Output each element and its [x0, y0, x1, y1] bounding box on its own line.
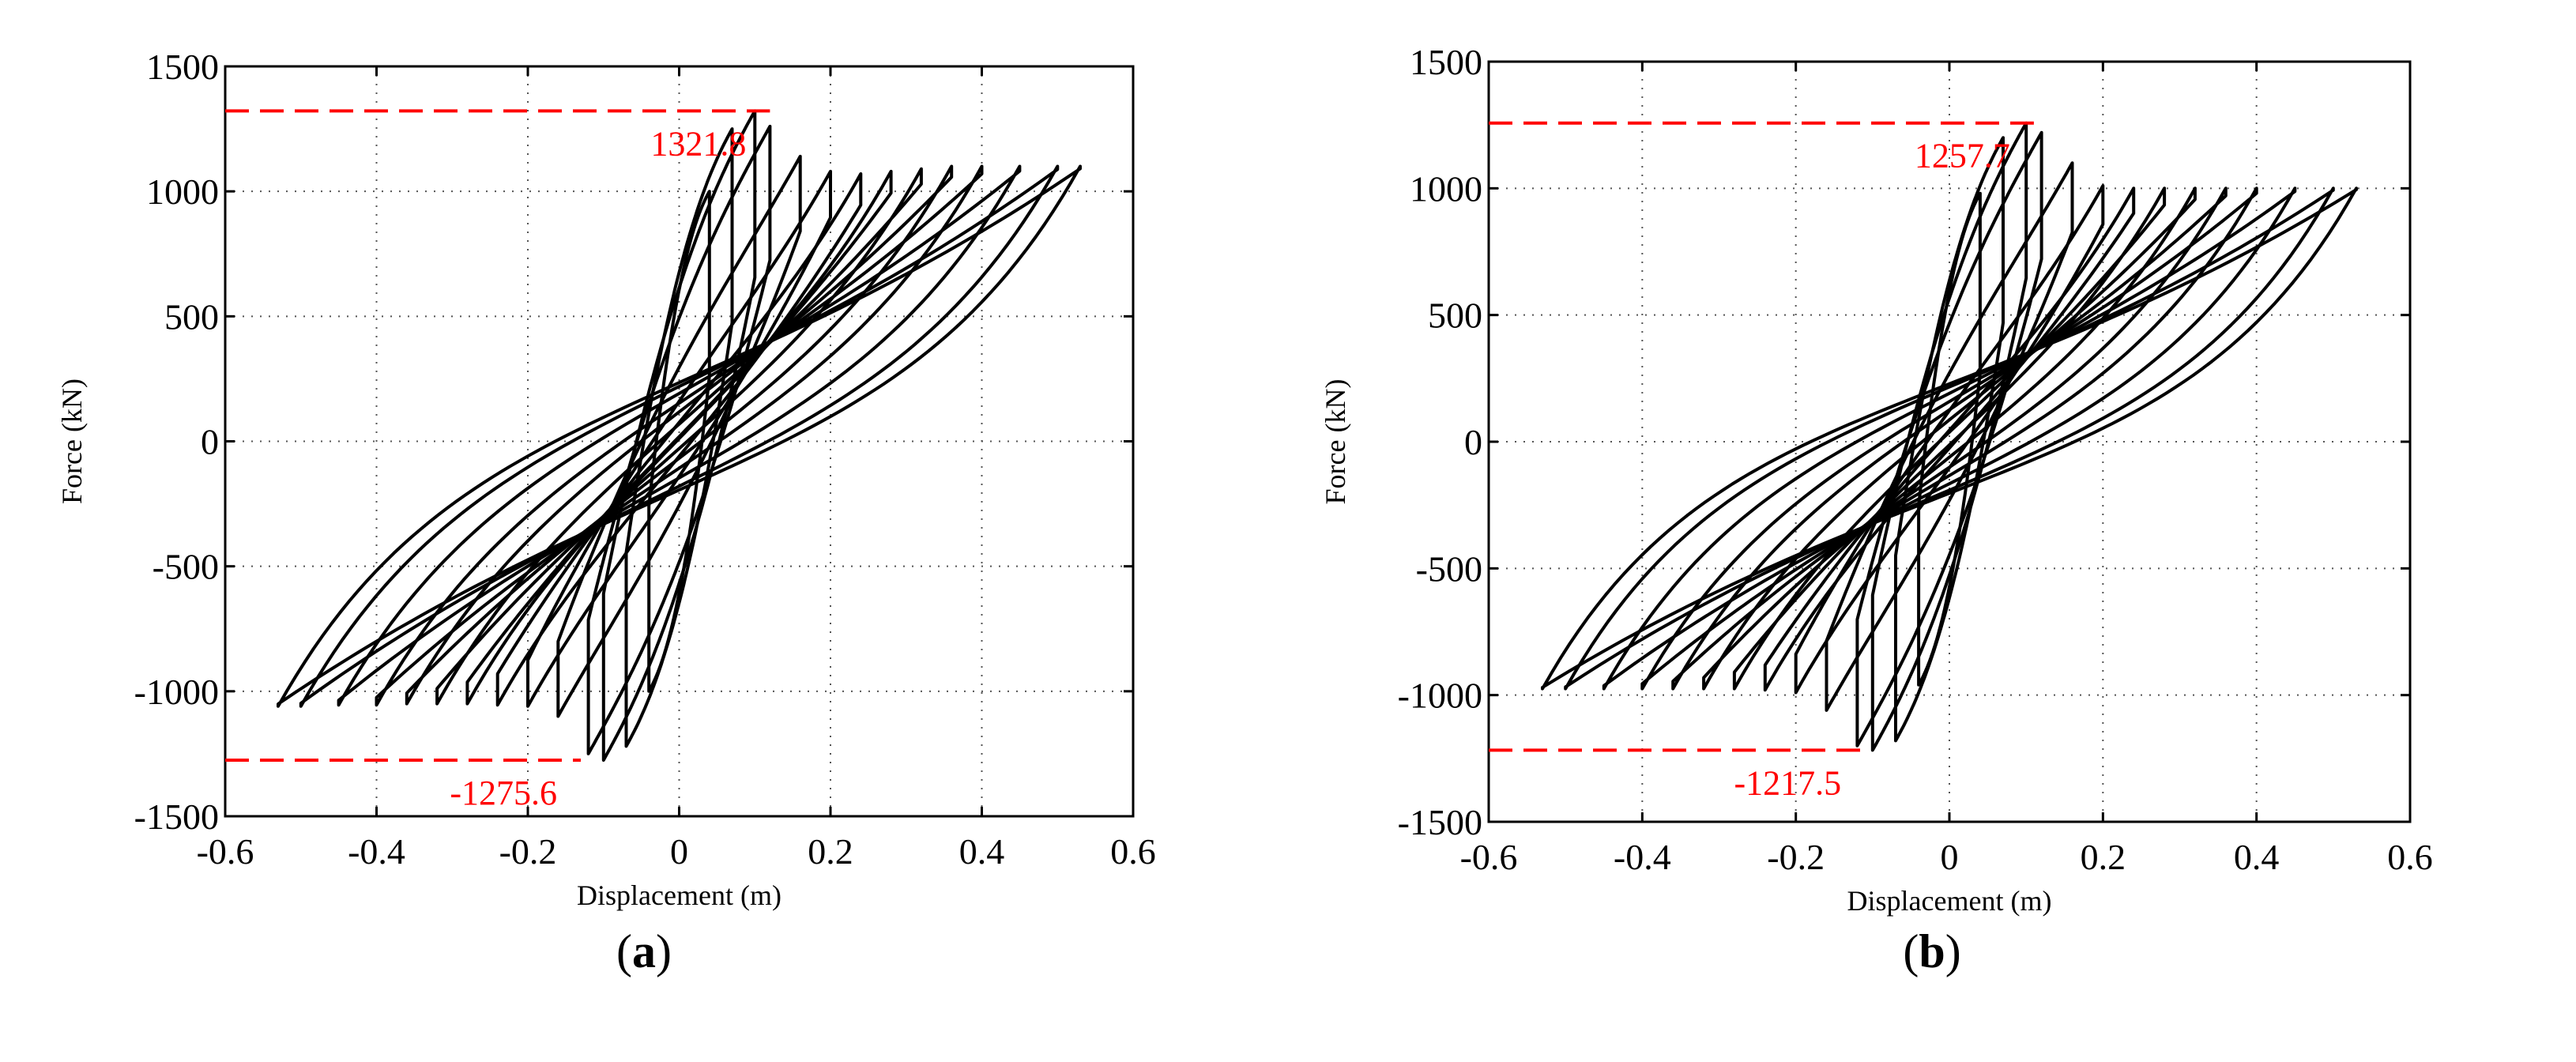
- hysteresis-loop: [277, 164, 1082, 708]
- x-tick-label: 0.2: [808, 831, 853, 872]
- hysteresis-loop: [526, 169, 832, 708]
- y-tick-label: 500: [1428, 296, 1482, 336]
- x-tick-label: 0.4: [959, 831, 1005, 872]
- y-tick-label: -1000: [1398, 676, 1482, 716]
- hysteresis-loop: [1702, 186, 2197, 691]
- max-force-label: 1257.7: [1915, 137, 2010, 175]
- panel-label-b: b: [1919, 925, 1945, 977]
- y-tick-label: 1500: [146, 47, 219, 87]
- hysteresis-loop: [1794, 184, 2105, 695]
- chart-panel-a: -0.6 -0.4 -0.2 0 0.2 0.4 0.6 1500 1000 500 0 -500 -1…: [56, 47, 1156, 977]
- hysteresis-loop: [1855, 130, 2043, 748]
- x-tick-label: 0.6: [1110, 831, 1156, 872]
- x-tick-label: -0.2: [1767, 837, 1825, 877]
- hysteresis-loop: [1602, 186, 2297, 691]
- panel-label-a: a: [632, 925, 656, 977]
- chart-panel-b: -0.6 -0.4 -0.2 0 0.2 0.4 0.6 1500 1000 500 0 -500 -1…: [1288, 0, 2576, 1062]
- x-tick-label: -0.2: [499, 831, 557, 872]
- hysteresis-loop: [556, 154, 802, 718]
- min-force-label: -1275.6: [450, 774, 557, 812]
- y-tick-label: 500: [164, 296, 219, 337]
- max-force-label: 1321.8: [650, 124, 746, 163]
- hysteresis-series: [1541, 121, 2358, 752]
- hysteresis-loop: [586, 124, 772, 755]
- hysteresis-series: [277, 109, 1082, 762]
- y-tick-label: -500: [1416, 548, 1482, 589]
- y-tick-label: 1000: [146, 171, 219, 212]
- y-axis-label: Force (kN): [56, 378, 88, 504]
- y-tick-label: 1000: [1410, 168, 1482, 209]
- x-axis-label: Displacement (m): [577, 879, 781, 911]
- min-force-label: -1217.5: [1734, 763, 1841, 802]
- panel-caption-b: (b): [1903, 925, 1961, 977]
- x-tick-label: 0: [670, 831, 688, 872]
- x-tick-label: -0.6: [197, 831, 254, 872]
- chart-a: -0.6 -0.4 -0.2 0 0.2 0.4 0.6 1500 1000 500 0 -500 -1…: [56, 47, 1156, 911]
- y-tick-label: -500: [153, 547, 219, 587]
- x-tick-label: -0.4: [348, 831, 405, 872]
- x-tick-label: 0: [1941, 837, 1959, 877]
- hysteresis-loop: [1541, 186, 2358, 691]
- x-tick-label: -0.6: [1460, 837, 1518, 877]
- y-tick-label: 1500: [1410, 42, 1482, 82]
- y-axis-label: Force (kN): [1320, 379, 1351, 505]
- hysteresis-loop: [1671, 186, 2228, 691]
- hysteresis-loop: [1564, 186, 2335, 691]
- x-tick-label: -0.4: [1614, 837, 1671, 877]
- panel-caption-a: (a): [616, 925, 672, 977]
- chart-b: -0.6 -0.4 -0.2 0 0.2 0.4 0.6 1500 1000 500 0 -500 -1…: [1320, 42, 2433, 917]
- hysteresis-loop: [1640, 186, 2258, 691]
- y-tick-label: 0: [1464, 422, 1482, 462]
- y-tick-label: -1000: [134, 672, 219, 712]
- x-tick-label: 0.6: [2387, 837, 2433, 877]
- x-axis-label: Displacement (m): [1847, 885, 2052, 917]
- y-tick-label: 0: [201, 422, 219, 462]
- x-tick-label: 0.4: [2234, 837, 2280, 877]
- y-tick-label: -1500: [134, 796, 219, 837]
- x-tick-label: 0.2: [2081, 837, 2126, 877]
- y-tick-label: -1500: [1398, 802, 1482, 842]
